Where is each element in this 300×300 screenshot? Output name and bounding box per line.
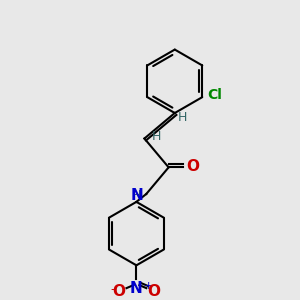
Text: -: - [110, 283, 115, 296]
Text: O: O [187, 159, 200, 174]
Text: O: O [112, 284, 125, 298]
Text: N: N [130, 188, 143, 203]
Text: Cl: Cl [207, 88, 222, 102]
Text: H: H [178, 112, 188, 124]
Text: O: O [148, 284, 161, 298]
Text: +: + [143, 281, 153, 291]
Text: H: H [132, 189, 141, 203]
Text: H: H [152, 130, 161, 143]
Text: N: N [130, 281, 143, 296]
